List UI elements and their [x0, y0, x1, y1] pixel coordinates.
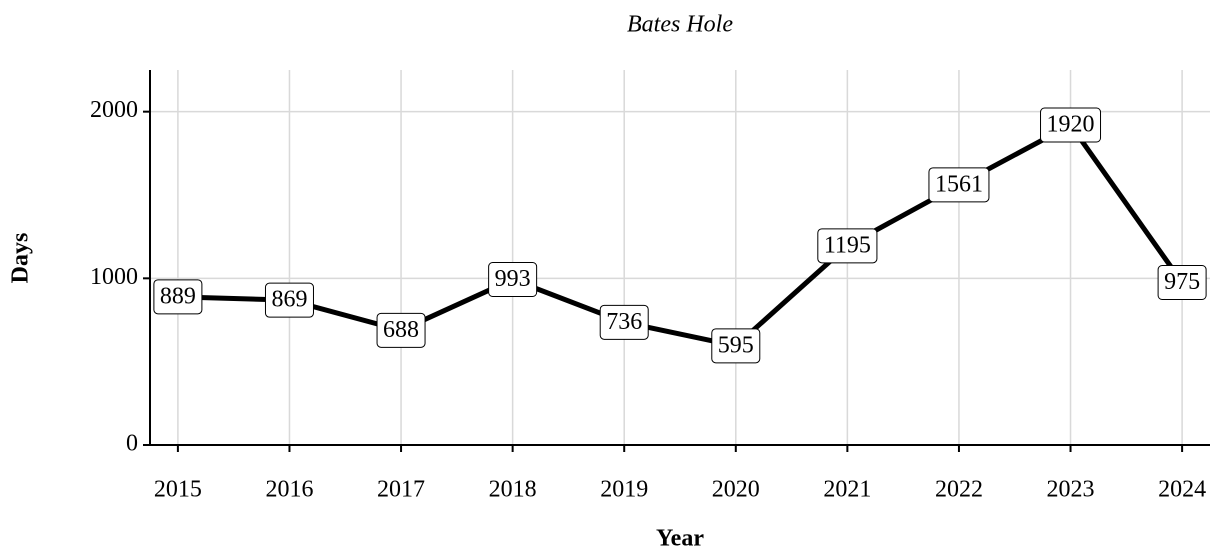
x-tick-label: 2016	[265, 477, 313, 503]
x-tick-label: 2020	[712, 477, 760, 503]
data-label-box	[1040, 107, 1102, 143]
data-label-background	[488, 262, 538, 297]
data-label: 1920	[1047, 112, 1095, 138]
data-label: 1561	[935, 171, 983, 197]
x-tick-label: 2018	[489, 477, 537, 503]
data-label-background	[376, 312, 426, 348]
data-label: 993	[495, 266, 531, 292]
data-label: 975	[1164, 269, 1200, 295]
data-label-background	[1157, 265, 1207, 300]
y-tick-label: 2000	[90, 97, 138, 123]
x-tick-label: 2023	[1047, 477, 1095, 503]
data-label-box	[264, 282, 314, 318]
data-label-background	[153, 279, 203, 315]
data-label-box	[153, 279, 203, 315]
x-tick-label: 2022	[935, 477, 983, 503]
data-label-background	[817, 228, 878, 264]
x-tick-label: 2019	[600, 477, 648, 503]
data-label-box	[599, 304, 649, 340]
data-label-background	[599, 304, 649, 340]
data-label: 1195	[824, 232, 871, 258]
data-label: 688	[383, 317, 419, 343]
line	[177, 122, 1185, 349]
data-label-background	[264, 282, 314, 318]
y-axis-label: Days	[8, 233, 34, 284]
data-label-box	[1157, 265, 1207, 300]
data-label-box	[928, 167, 990, 203]
x-tick-label: 2024	[1158, 477, 1206, 503]
y-tick-label: 1000	[90, 264, 138, 290]
data-label-box	[817, 228, 878, 264]
y-tick-label: 0	[126, 431, 138, 457]
data-label-box	[376, 312, 426, 348]
data-label: 736	[606, 309, 642, 335]
data-label-background	[1040, 107, 1102, 143]
data-label-background	[928, 167, 990, 203]
data-label-box	[711, 328, 761, 364]
data-label-box	[488, 262, 538, 297]
x-tick-label: 2021	[823, 477, 871, 503]
data-label: 889	[160, 283, 196, 309]
data-label: 595	[718, 332, 754, 358]
x-tick-label: 2015	[154, 477, 202, 503]
x-tick-label: 2017	[377, 477, 425, 503]
chart-title: Bates Hole	[627, 12, 733, 38]
data-label-background	[711, 328, 761, 364]
x-axis-label: Year	[656, 526, 704, 552]
data-label: 869	[271, 287, 307, 313]
